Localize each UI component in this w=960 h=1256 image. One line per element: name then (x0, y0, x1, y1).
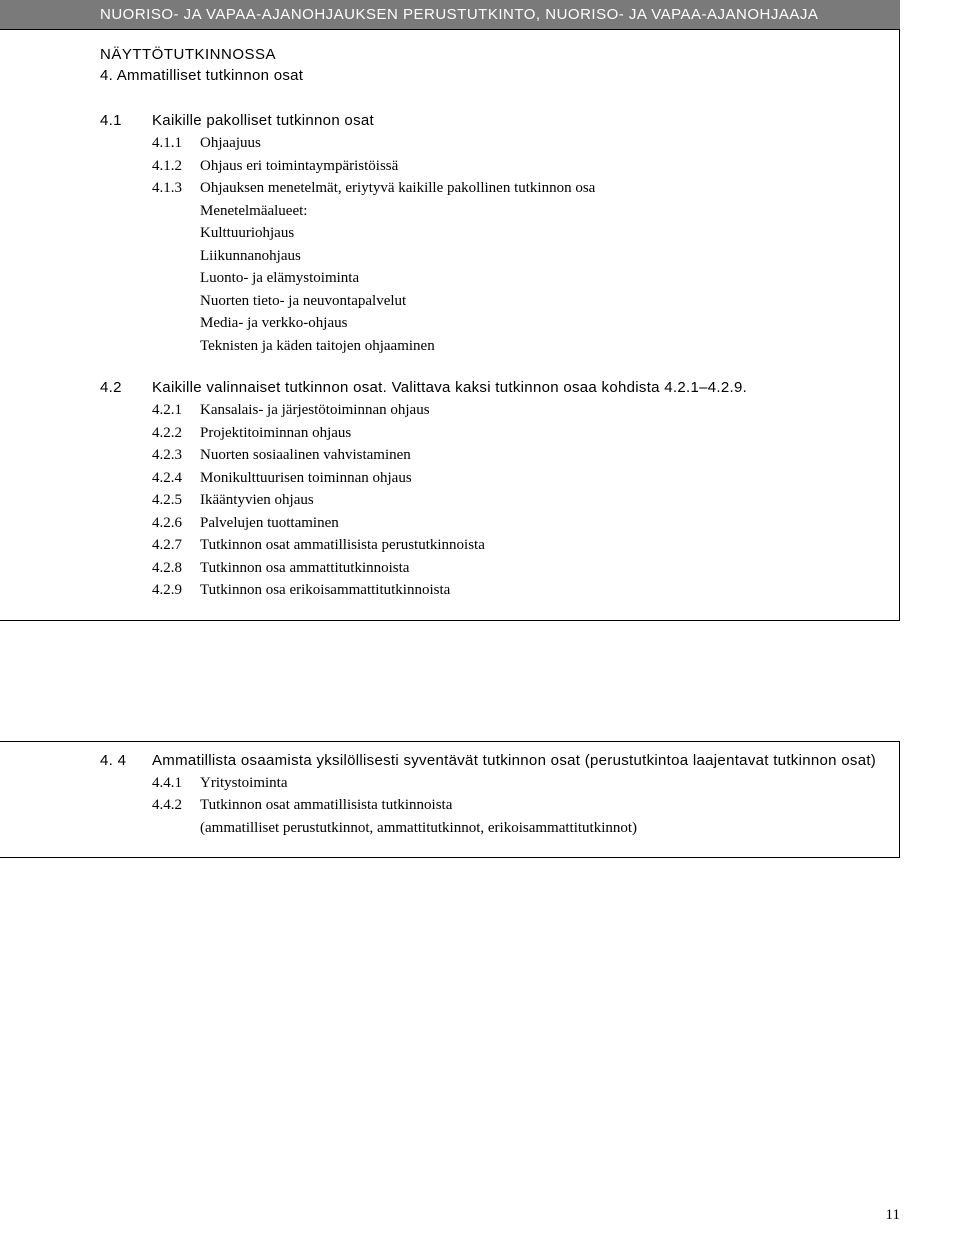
group-content: Kaikille pakolliset tutkinnon osat 4.1.1… (152, 112, 885, 357)
content-box-1: NÄYTTÖTUTKINNOSSA 4. Ammatilliset tutkin… (0, 29, 900, 621)
document-header: NUORISO- JA VAPAA-AJANOHJAUKSEN PERUSTUT… (0, 0, 900, 29)
sub-item: Media- ja verkko-ohjaus (200, 312, 885, 335)
item-text: Kansalais- ja järjestötoiminnan ohjaus (200, 399, 885, 422)
sub-item: Liikunnanohjaus (200, 245, 885, 268)
item-number: 4.1.2 (152, 155, 200, 178)
list-item: 4.4.1 Yritystoiminta (152, 772, 885, 795)
item-text: Ohjaus eri toimintaympäristöissä (200, 155, 885, 178)
spacer (100, 621, 900, 741)
group-content: Ammatillista osaamista yksilöllisesti sy… (152, 752, 885, 840)
item-text: Tutkinnon osat ammatillisista tutkinnois… (200, 794, 885, 817)
section-title: 4. Ammatilliset tutkinnon osat (100, 67, 885, 84)
item-text: Ohjaajuus (200, 132, 885, 155)
item-text: Yritystoiminta (200, 772, 885, 795)
group-content: Kaikille valinnaiset tutkinnon osat. Val… (152, 379, 885, 602)
list-item: 4.2.4 Monikulttuurisen toiminnan ohjaus (152, 467, 885, 490)
item-text: Monikulttuurisen toiminnan ohjaus (200, 467, 885, 490)
sub-item: Nuorten tieto- ja neuvontapalvelut (200, 290, 885, 313)
item-text: Palvelujen tuottaminen (200, 512, 885, 535)
item-number: 4.2.9 (152, 579, 200, 602)
item-number: 4.2.1 (152, 399, 200, 422)
sub-item: Teknisten ja käden taitojen ohjaaminen (200, 335, 885, 358)
item-number: 4.4.1 (152, 772, 200, 795)
group-number: 4.2 (100, 379, 152, 602)
list-item: 4.1.1 Ohjaajuus (152, 132, 885, 155)
item-number: 4.2.7 (152, 534, 200, 557)
group-title: Kaikille valinnaiset tutkinnon osat. Val… (152, 379, 885, 396)
item-number: 4.1.1 (152, 132, 200, 155)
paren-text: (ammatilliset perustutkinnot, ammattitut… (200, 817, 885, 840)
item-text: Tutkinnon osat ammatillisista perustutki… (200, 534, 885, 557)
content-box-2: 4. 4 Ammatillista osaamista yksilöllises… (0, 741, 900, 859)
list-item: 4.4.2 Tutkinnon osat ammatillisista tutk… (152, 794, 885, 817)
item-text: Tutkinnon osa ammattitutkinnoista (200, 557, 885, 580)
item-text: Nuorten sosiaalinen vahvistaminen (200, 444, 885, 467)
sub-item: Luonto- ja elämystoiminta (200, 267, 885, 290)
sub-heading: Menetelmäalueet: (200, 200, 885, 223)
list-item: 4.2.7 Tutkinnon osat ammatillisista peru… (152, 534, 885, 557)
list-item: 4.2.8 Tutkinnon osa ammattitutkinnoista (152, 557, 885, 580)
item-text: Projektitoiminnan ohjaus (200, 422, 885, 445)
list-item: 4.2.2 Projektitoiminnan ohjaus (152, 422, 885, 445)
item-number: 4.2.6 (152, 512, 200, 535)
item-number: 4.2.5 (152, 489, 200, 512)
item-number: 4.4.2 (152, 794, 200, 817)
sub-item: Kulttuuriohjaus (200, 222, 885, 245)
item-text: Ikääntyvien ohjaus (200, 489, 885, 512)
item-text: Tutkinnon osa erikoisammattitutkinnoista (200, 579, 885, 602)
item-number: 4.1.3 (152, 177, 200, 200)
group-row: 4. 4 Ammatillista osaamista yksilöllises… (100, 752, 885, 840)
page-number: 11 (886, 1207, 900, 1224)
list-item: 4.2.1 Kansalais- ja järjestötoiminnan oh… (152, 399, 885, 422)
list-item: 4.2.9 Tutkinnon osa erikoisammattitutkin… (152, 579, 885, 602)
group-row: 4.1 Kaikille pakolliset tutkinnon osat 4… (100, 112, 885, 357)
list-item: 4.1.3 Ohjauksen menetelmät, eriytyvä kai… (152, 177, 885, 200)
item-text: Ohjauksen menetelmät, eriytyvä kaikille … (200, 177, 885, 200)
group-title: Kaikille pakolliset tutkinnon osat (152, 112, 885, 129)
item-number: 4.2.4 (152, 467, 200, 490)
item-number: 4.2.2 (152, 422, 200, 445)
item-number: 4.2.8 (152, 557, 200, 580)
list-item: 4.2.5 Ikääntyvien ohjaus (152, 489, 885, 512)
list-item: 4.1.2 Ohjaus eri toimintaympäristöissä (152, 155, 885, 178)
group-title: Ammatillista osaamista yksilöllisesti sy… (152, 752, 885, 769)
group-row: 4.2 Kaikille valinnaiset tutkinnon osat.… (100, 379, 885, 602)
group-number: 4.1 (100, 112, 152, 357)
list-item: 4.2.3 Nuorten sosiaalinen vahvistaminen (152, 444, 885, 467)
list-item: 4.2.6 Palvelujen tuottaminen (152, 512, 885, 535)
group-number: 4. 4 (100, 752, 152, 840)
item-number: 4.2.3 (152, 444, 200, 467)
document-subheader: NÄYTTÖTUTKINNOSSA (100, 40, 885, 67)
